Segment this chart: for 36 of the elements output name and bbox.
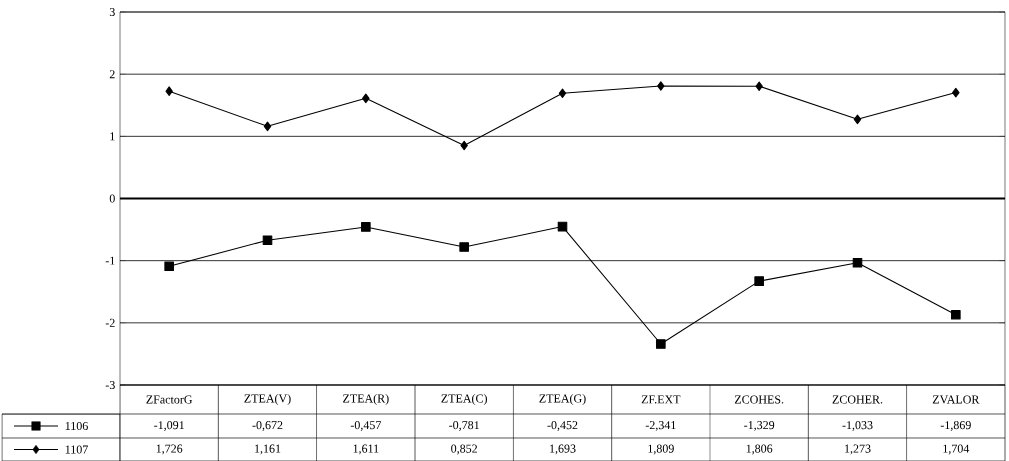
data-label: -1,329: [744, 420, 775, 431]
data-label: 1,161: [255, 444, 281, 455]
x-tick-label: ZTEA(R): [343, 393, 389, 405]
data-label: 1,693: [550, 444, 576, 455]
data-label: -1,869: [940, 420, 971, 431]
x-tick-label: ZTEA(G): [539, 393, 586, 405]
x-tick-label: ZTEA(C): [441, 393, 487, 405]
x-tick-label: ZF.EXT: [641, 395, 681, 404]
data-label: 1,611: [353, 444, 379, 455]
y-tick-label: 1: [110, 132, 115, 141]
data-label: 1,704: [943, 444, 970, 455]
legend-label: 1106: [65, 421, 88, 430]
data-label: -0,781: [449, 420, 479, 431]
data-label: -2,341: [645, 420, 676, 431]
data-label: 1,726: [156, 444, 183, 455]
data-label: -0,672: [252, 420, 283, 431]
data-label: 1,806: [746, 444, 773, 455]
data-label: -1,091: [154, 420, 184, 431]
y-tick-label: -1: [105, 256, 115, 265]
x-tick-label: ZCOHES.: [734, 395, 784, 404]
y-tick-label: 2: [109, 70, 115, 78]
y-tick-label: 3: [109, 7, 115, 16]
data-label: -0,452: [547, 420, 578, 431]
data-label: 1,273: [845, 444, 871, 455]
x-tick-label: ZCOHER.: [832, 395, 883, 404]
x-tick-label: ZTEA(V): [244, 393, 291, 405]
y-tick-label: -2: [105, 318, 115, 327]
data-label: 0,852: [451, 444, 478, 455]
y-tick-label: -3: [105, 380, 115, 389]
data-label: 1,809: [648, 444, 674, 455]
y-tick-label: 0: [109, 194, 115, 203]
x-tick-label: ZVALOR: [932, 395, 980, 404]
legend-label: 1107: [65, 445, 88, 454]
data-label: -0,457: [350, 420, 381, 431]
data-label: -1,033: [842, 420, 873, 431]
x-tick-label: ZFactorG: [146, 395, 193, 404]
